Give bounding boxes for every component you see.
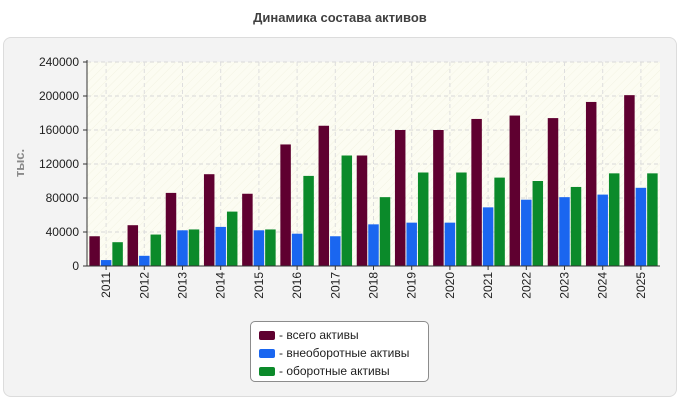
- bar-noncurrent-2014: [215, 226, 226, 266]
- bar-noncurrent-2011: [100, 260, 112, 266]
- y-tick-label: 200000: [39, 89, 79, 103]
- legend-swatch-noncurrent: [259, 348, 275, 358]
- bar-current-2025: [647, 173, 658, 266]
- bar-noncurrent-2022: [521, 199, 532, 266]
- bar-current-2012: [150, 234, 162, 266]
- legend-swatch-current: [259, 366, 275, 376]
- bar-current-2020: [456, 172, 467, 266]
- bar-total-2014: [203, 174, 215, 266]
- bar-noncurrent-2015: [253, 230, 265, 266]
- bar-noncurrent-2013: [177, 230, 188, 266]
- bar-total-2018: [356, 155, 368, 266]
- bar-total-2019: [394, 130, 406, 266]
- y-tick-label: 240000: [39, 55, 79, 69]
- x-tick-label: 2023: [558, 272, 572, 299]
- bar-noncurrent-2020: [444, 222, 456, 266]
- x-tick-label: 2025: [634, 272, 648, 299]
- legend-label-total: - всего активы: [279, 328, 359, 342]
- bar-total-2011: [89, 236, 100, 266]
- legend-item-total: - всего активы: [259, 326, 428, 344]
- bar-total-2013: [165, 192, 177, 266]
- x-tick-label: 2014: [214, 272, 228, 299]
- y-axis-label: тыс.: [12, 149, 27, 177]
- bar-noncurrent-2018: [368, 224, 379, 266]
- legend-item-current: - оборотные активы: [259, 362, 428, 380]
- bar-total-2016: [280, 144, 291, 266]
- bar-current-2019: [417, 172, 429, 266]
- legend-label-noncurrent: - внеоборотные активы: [279, 346, 410, 360]
- x-tick-label: 2024: [596, 272, 610, 299]
- bar-noncurrent-2019: [406, 222, 417, 266]
- x-tick-label: 2015: [252, 272, 266, 299]
- y-tick-label: 80000: [46, 191, 80, 205]
- bar-noncurrent-2025: [635, 187, 647, 266]
- chart-title: Динамика состава активов: [253, 10, 427, 25]
- x-tick-label: 2020: [443, 272, 457, 299]
- bar-total-2017: [318, 125, 330, 266]
- bar-total-2023: [547, 118, 559, 266]
- bar-current-2015: [265, 229, 276, 266]
- bar-current-2011: [112, 242, 123, 266]
- bar-current-2021: [494, 177, 505, 266]
- bar-total-2025: [624, 95, 635, 267]
- bar-total-2022: [509, 115, 521, 266]
- bar-current-2014: [226, 211, 238, 266]
- x-tick-label: 2013: [176, 272, 190, 299]
- bar-noncurrent-2024: [597, 194, 608, 266]
- bar-total-2020: [433, 130, 444, 266]
- y-tick-label: 160000: [39, 123, 79, 137]
- legend-label-current: - оборотные активы: [279, 364, 390, 378]
- legend-swatch-total: [259, 330, 275, 340]
- legend-item-noncurrent: - внеоборотные активы: [259, 344, 428, 362]
- bar-noncurrent-2016: [291, 233, 303, 266]
- x-tick-label: 2022: [519, 272, 533, 299]
- x-tick-label: 2016: [290, 272, 304, 299]
- bar-current-2017: [341, 155, 353, 266]
- bar-current-2024: [608, 173, 620, 266]
- bar-noncurrent-2023: [559, 197, 570, 266]
- x-tick-label: 2011: [99, 272, 113, 298]
- bar-current-2016: [303, 175, 314, 266]
- bar-total-2012: [127, 225, 139, 266]
- x-tick-label: 2019: [405, 272, 419, 299]
- bar-noncurrent-2021: [482, 207, 494, 266]
- bar-total-2024: [585, 101, 597, 266]
- bar-total-2021: [471, 118, 482, 266]
- y-tick-label: 40000: [46, 225, 80, 239]
- bar-current-2023: [570, 186, 582, 266]
- x-tick-label: 2012: [137, 272, 151, 299]
- x-tick-label: 2018: [367, 272, 381, 299]
- x-tick-label: 2017: [328, 272, 342, 299]
- bar-noncurrent-2012: [139, 255, 150, 266]
- bar-total-2015: [242, 193, 253, 266]
- x-tick-label: 2021: [481, 272, 495, 299]
- bar-current-2022: [532, 181, 544, 266]
- bar-current-2013: [188, 229, 200, 266]
- y-tick-label: 0: [72, 259, 79, 273]
- bar-noncurrent-2017: [330, 236, 341, 266]
- legend: - всего активы - внеоборотные активы - о…: [250, 321, 429, 382]
- bar-current-2018: [379, 197, 391, 266]
- y-tick-label: 120000: [39, 157, 79, 171]
